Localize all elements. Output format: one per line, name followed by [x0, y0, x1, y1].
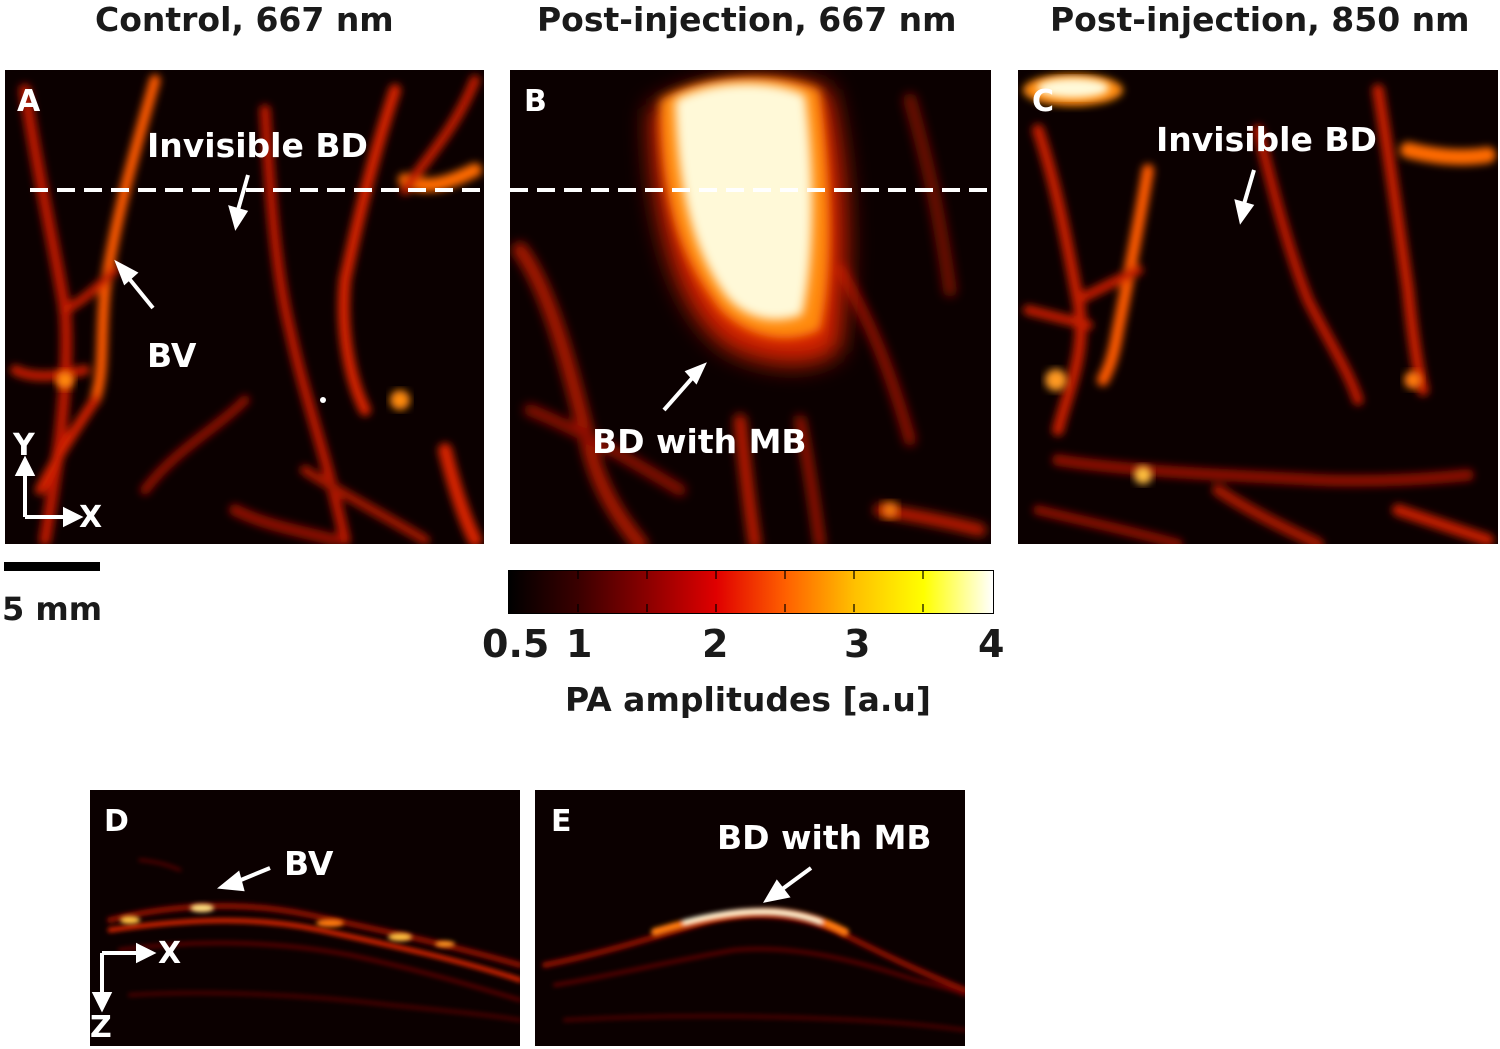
- panel-d-axis-x-label: X: [158, 936, 182, 971]
- panel-b-annotation-bd-with-mb: BD with MB: [592, 422, 807, 461]
- panel-a-label: A: [17, 84, 41, 119]
- panel-e-annotation-bd-with-mb: BD with MB: [717, 818, 932, 857]
- panel-d-annotation-bv: BV: [284, 844, 334, 883]
- panel-e-cross-section: [535, 790, 965, 1046]
- panel-d-overlay: [91, 866, 271, 1013]
- title-post-injection-850: Post-injection, 850 nm: [1050, 0, 1470, 39]
- panel-c-bd-arrow: [1234, 169, 1256, 225]
- colorbar-tick-2: 2: [702, 622, 729, 666]
- panel-e-label: E: [551, 804, 572, 839]
- panel-a-bv-arrow: [114, 259, 155, 310]
- colorbar-tick-4: 4: [978, 622, 1005, 666]
- colorbar-title: PA amplitudes [a.u]: [565, 680, 931, 719]
- panel-a-axis-y-label: Y: [13, 428, 35, 463]
- panel-d-label: D: [104, 804, 129, 839]
- panel-b-image: B BD with MB: [510, 70, 991, 544]
- colorbar-ticks: [577, 571, 924, 612]
- title-post-injection-667: Post-injection, 667 nm: [537, 0, 957, 39]
- panel-a-image: A Invisible BD BV Y X: [5, 70, 484, 544]
- panel-a-axis-x-label: X: [79, 500, 103, 535]
- panel-e-overlay: [763, 866, 813, 903]
- panel-d-axes: [91, 942, 157, 1013]
- colorbar: [508, 570, 994, 614]
- panel-b-label: B: [524, 84, 547, 119]
- panel-d-bv-arrow: [216, 866, 271, 892]
- panel-d-cross-section: [90, 790, 520, 1046]
- panel-a-annotation-invisible-bd: Invisible BD: [147, 126, 368, 165]
- panel-a-axes: [14, 455, 84, 528]
- colorbar-tick-3: 3: [844, 622, 871, 666]
- panel-c-annotation-invisible-bd: Invisible BD: [1156, 120, 1377, 159]
- panel-e-bd-arrow: [763, 866, 813, 903]
- scale-bar-label: 5 mm: [2, 590, 103, 628]
- panel-a-annotation-bv: BV: [147, 336, 197, 375]
- panel-d-image: D BV X Z: [90, 790, 520, 1046]
- panel-a-bd-arrow: [228, 174, 250, 231]
- panel-c-overlay: [1234, 169, 1256, 225]
- panel-e-image: E BD with MB: [535, 790, 965, 1046]
- panel-b-bd-arrow: [662, 362, 707, 412]
- colorbar-tick-0-5: 0.5: [482, 622, 550, 666]
- panel-c-vessel-map: [1018, 70, 1498, 544]
- panel-a-vessel-map: [5, 70, 484, 544]
- panel-b-vessel-map: [510, 70, 991, 544]
- panel-a-overlay: [14, 174, 484, 528]
- panel-c-label: C: [1032, 84, 1055, 119]
- panel-c-image: C Invisible BD: [1018, 70, 1498, 544]
- title-control-667: Control, 667 nm: [95, 0, 394, 39]
- panel-b-overlay: [510, 188, 991, 412]
- colorbar-tick-1: 1: [566, 622, 593, 666]
- panel-d-axis-z-label: Z: [90, 1010, 112, 1045]
- scale-bar: [4, 562, 100, 571]
